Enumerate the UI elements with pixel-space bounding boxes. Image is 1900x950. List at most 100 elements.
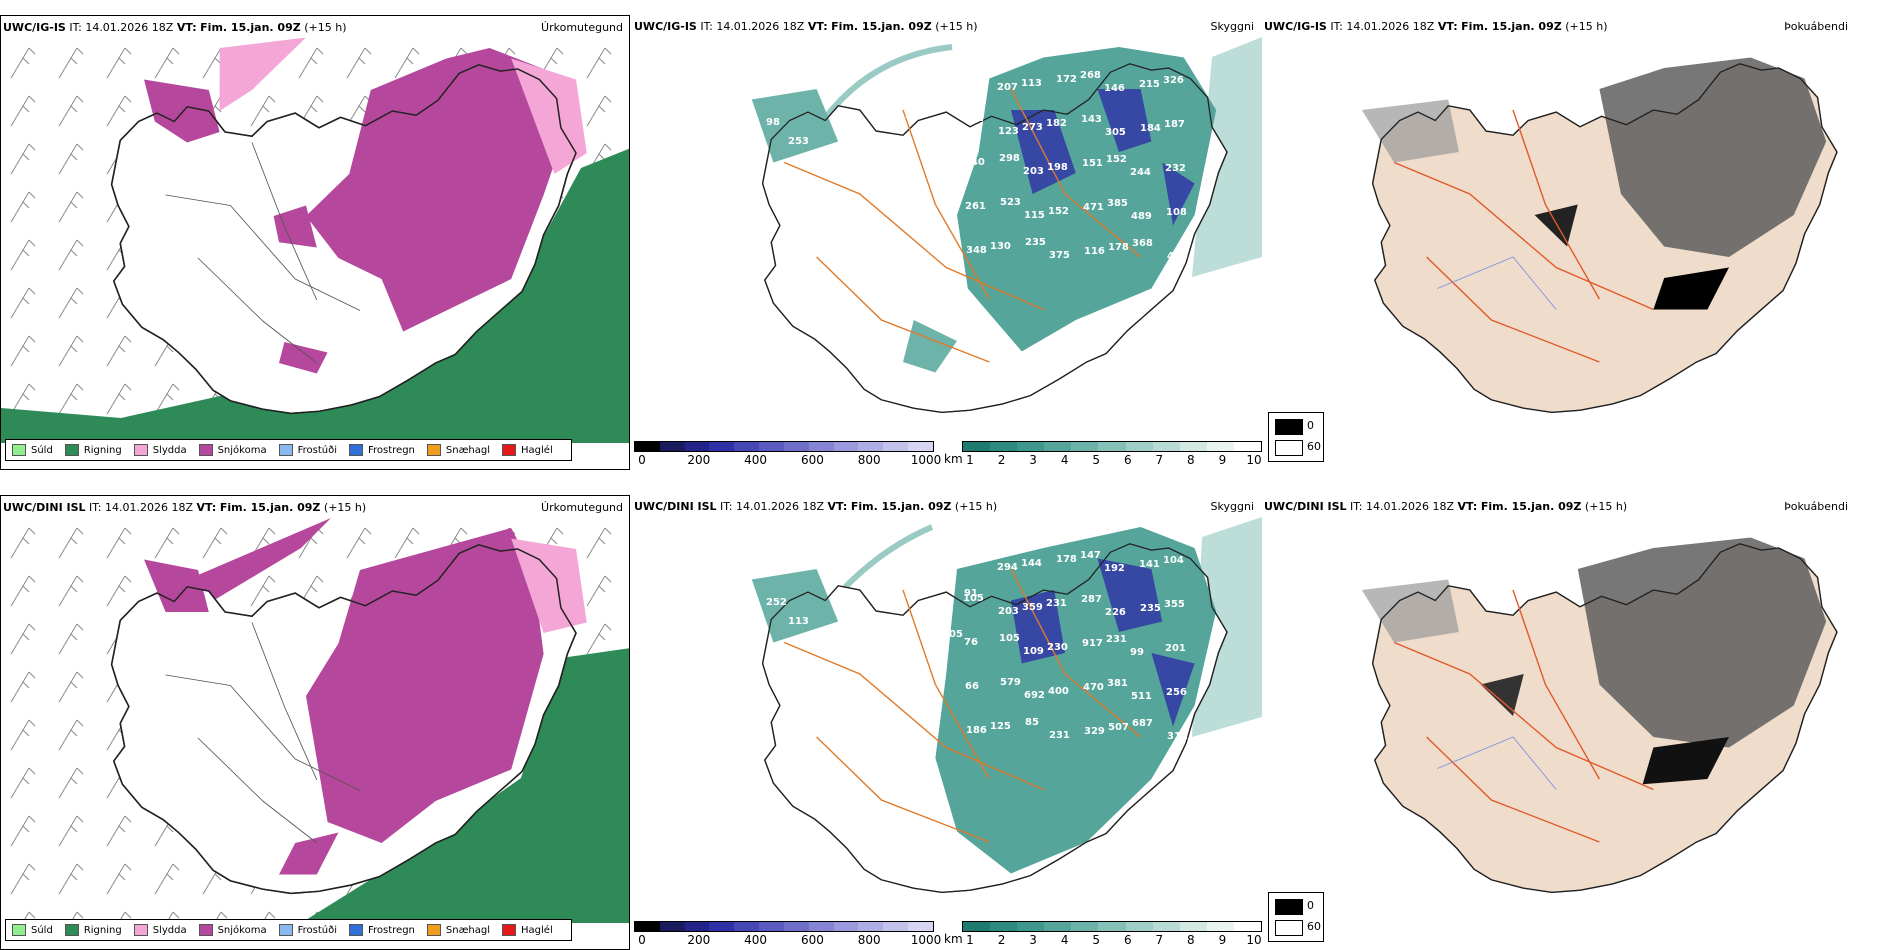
colorbar-tick: 10: [1246, 933, 1262, 947]
cloud-panel-row2: UWC/DINI ISL IT: 14.01.2026 18Z VT: Fim.…: [632, 495, 1262, 950]
fog-legend-row1: 0 60: [1268, 412, 1324, 462]
colorbar-segment: [908, 922, 933, 931]
colorbar-segment: [1152, 922, 1180, 931]
legend-label: Frostregn: [368, 924, 415, 936]
cloud-base-value: 470: [1083, 682, 1104, 693]
colorbar-tick: 6: [1123, 453, 1132, 467]
cloud-base-value: 252: [766, 597, 787, 608]
colorbar-segment: [783, 442, 809, 451]
cloud-base-value: 359: [1022, 602, 1043, 613]
panel-header: UWC/DINI ISL IT: 14.01.2026 18Z VT: Fim.…: [3, 501, 367, 514]
colorbar-tick: 6: [1123, 933, 1132, 947]
legend-label: Súld: [31, 444, 53, 456]
legend-swatch: [426, 444, 441, 456]
cloud-base-value: 588: [810, 155, 831, 166]
colorbar-tick: 5: [1092, 933, 1101, 947]
colorbar-tick: 1000: [910, 933, 942, 947]
cloud-base-value: 107: [920, 130, 941, 141]
precip-map: [1, 38, 629, 443]
cloud-base-value: 368: [1132, 238, 1153, 249]
colorbar-tick: 5: [1092, 453, 1101, 467]
cloud-base-value: 184: [1140, 123, 1161, 134]
colorbar-tick: 200: [687, 453, 711, 467]
colorbar-segment: [1233, 442, 1262, 451]
cloud-base-value: 207: [997, 82, 1018, 93]
cloud-base-value: 144: [1021, 558, 1042, 569]
cloud-base-value: 182: [1046, 118, 1067, 129]
colorbar-tick: 3: [1029, 453, 1037, 467]
cloud-base-value: 146: [1104, 83, 1125, 94]
cloud-base-value: 232: [1165, 163, 1186, 174]
cloud-base-value: 273: [1022, 122, 1043, 133]
cloud-base-value: 553: [962, 69, 983, 80]
legend-swatch: [349, 444, 363, 456]
cloud-base-value: 160: [898, 591, 919, 602]
colorbar-tick: 600: [800, 453, 824, 467]
legend-swatch: [64, 924, 79, 936]
panel-title: Skyggni: [1210, 500, 1254, 513]
legend-item: Slydda: [133, 444, 187, 456]
cloud-base-value: 231: [1046, 598, 1067, 609]
cloud-base-value: 201: [1165, 643, 1186, 654]
colorbar-segment: [1233, 922, 1262, 931]
legend-label: Rigning: [83, 444, 122, 456]
legend-item: Slydda: [133, 924, 187, 936]
legend-swatch: [426, 924, 441, 936]
fog-map: [1361, 537, 1838, 894]
cloud-base-value: 489: [1131, 211, 1152, 222]
colorbar-segment: [1044, 922, 1072, 931]
legend-swatch: [502, 444, 517, 456]
legend-item: Snæhagl: [426, 924, 491, 936]
colorbar-tick: 9: [1218, 933, 1227, 947]
colorbar-tick: 9: [1218, 453, 1227, 467]
colorbar-segment: [759, 442, 784, 451]
cloud-base-value: 125: [990, 721, 1011, 732]
legend-swatch: [198, 924, 213, 936]
cloud-base-value: 507: [1108, 722, 1129, 733]
precip-panel-row1: UWC/IG-IS IT: 14.01.2026 18Z VT: Fim. 15…: [0, 15, 630, 470]
legend-item: Snjókoma: [198, 924, 267, 936]
legend-item: Frostregn: [349, 924, 415, 936]
colorbar-segment: [1125, 922, 1153, 931]
cloud-base-value: 298: [999, 153, 1020, 164]
colorbar-tick: 0: [638, 933, 646, 947]
cloud-base-value: 85: [1025, 717, 1039, 728]
cloud-base-value: 98: [766, 117, 780, 128]
cloud-base-value: 231: [1049, 730, 1070, 741]
legend-swatch: [133, 924, 148, 936]
cloud-base-value: 109: [1023, 646, 1044, 657]
colorbar-segment: [963, 442, 991, 451]
cloud-base-value: 579: [1000, 677, 1021, 688]
cloud-base-value: 230: [1047, 642, 1068, 653]
cloud-base-value: 261: [965, 201, 986, 212]
colorbar-segment: [734, 922, 760, 931]
legend-label: Snæhagl: [445, 924, 491, 936]
cloud-base-value: 471: [1083, 202, 1104, 213]
legend-label: Haglél: [521, 444, 553, 456]
cloud-base-value: 186: [966, 725, 987, 736]
cloud-base-value: 355: [1164, 599, 1185, 610]
panel-header: UWC/IG-IS IT: 14.01.2026 18Z VT: Fim. 15…: [634, 20, 978, 33]
panel-title: Úrkomutegund: [541, 501, 623, 514]
cloud-base-value: 523: [1000, 197, 1021, 208]
cloud-base-value: 192: [1104, 563, 1125, 574]
cloud-base-value: 235: [876, 632, 897, 643]
legend-swatch: [12, 444, 26, 456]
cloud-base-value: 385: [1107, 198, 1128, 209]
cloud-base-value: 187: [1164, 119, 1185, 130]
cloud-base-value: 141: [1139, 559, 1160, 570]
cloud-base-value: 105: [963, 593, 984, 604]
cloud-base-value: 76: [964, 637, 978, 648]
precip-panel-row2: UWC/DINI ISL IT: 14.01.2026 18Z VT: Fim.…: [0, 495, 630, 950]
legend-swatch: [502, 924, 517, 936]
cloud-base-value: 113: [1021, 78, 1042, 89]
colorbar-tick: 0: [638, 453, 646, 467]
colorbar-tick: 8: [1187, 933, 1195, 947]
colorbar-segment: [734, 442, 760, 451]
legend-item: Frostúði: [278, 444, 337, 456]
cloud-base-value: 215: [1139, 79, 1160, 90]
cloud-base-value: 116: [1084, 246, 1105, 257]
cloud-base-value: 268: [1080, 70, 1101, 81]
cloud-base-value: 152: [1106, 154, 1127, 165]
